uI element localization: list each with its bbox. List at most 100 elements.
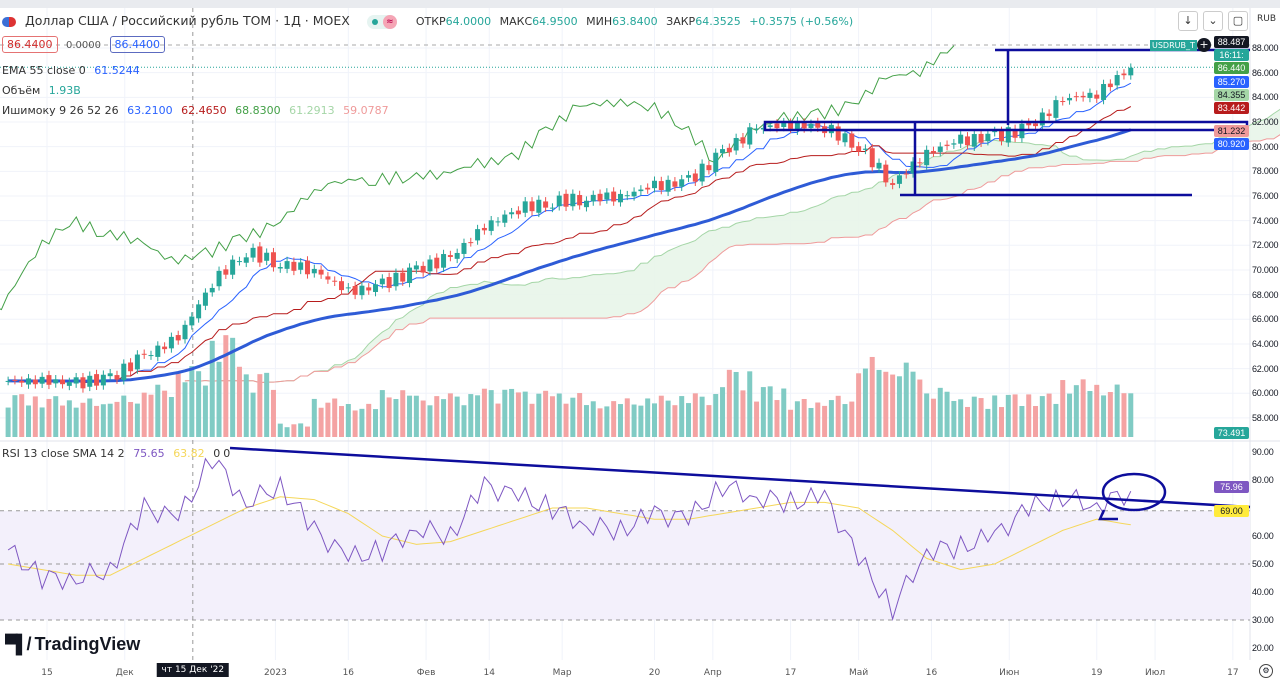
price-badge: 85.270 — [1214, 75, 1249, 88]
ichimoku-label: Ишимоку 9 26 52 26 — [2, 104, 119, 117]
currency-select[interactable]: RUB — [1257, 14, 1277, 24]
collapse-icon[interactable]: ⌄ — [1203, 11, 1223, 31]
add-plus-icon[interactable]: + — [1197, 38, 1211, 52]
volume-bar — [917, 379, 923, 437]
rsi-label: RSI 13 close SMA 14 2 — [2, 447, 125, 460]
candle — [733, 133, 739, 155]
candle-body — [536, 199, 542, 213]
candle-body — [32, 379, 38, 385]
candle — [447, 250, 453, 262]
candle-body — [543, 201, 549, 208]
ichimoku-span-a-line — [184, 108, 1280, 384]
candle-body — [454, 252, 460, 259]
candle-body — [903, 173, 909, 175]
candle-body — [134, 354, 140, 370]
close-value: 64.3525 — [695, 15, 741, 28]
candle-body — [570, 193, 576, 207]
volume-bar — [366, 403, 372, 437]
volume-bar — [720, 387, 726, 437]
candle-body — [461, 242, 467, 254]
volume-bar — [60, 405, 66, 437]
volume-bar — [964, 406, 970, 437]
candle-body — [284, 261, 290, 269]
candle — [270, 247, 276, 272]
candle — [80, 372, 86, 393]
volume-bar — [148, 394, 154, 437]
candle — [400, 268, 406, 286]
candle-body — [298, 262, 304, 270]
candle — [794, 116, 800, 135]
buy-button[interactable]: 86.4400 — [109, 36, 165, 53]
volume-bar — [937, 387, 943, 437]
candle-body — [652, 180, 657, 189]
volume-bar — [767, 386, 773, 437]
candle-body — [917, 162, 923, 164]
volume-bar — [645, 398, 651, 437]
ichimoku-legend[interactable]: Ишимоку 9 26 52 26 63.2100 62.4650 68.83… — [2, 104, 394, 117]
volume-value: 1.93B — [48, 84, 81, 97]
candle — [182, 320, 188, 344]
candle-body — [794, 121, 800, 131]
market-status-icon[interactable]: ≈ — [366, 14, 397, 29]
candle-body — [114, 375, 120, 380]
candle — [46, 370, 52, 390]
settings-gear-icon[interactable]: ⚙ — [1259, 664, 1273, 678]
volume-bar — [896, 376, 902, 437]
symbol-tag: USDRUB_T — [1150, 40, 1197, 51]
volume-bar — [822, 405, 828, 437]
candle-body — [597, 193, 603, 202]
candle — [386, 272, 392, 293]
time-tick: 17 — [784, 668, 797, 678]
volume-bar — [556, 393, 562, 437]
candle-body — [686, 175, 692, 178]
volume-bar — [958, 399, 964, 437]
candle — [461, 238, 467, 259]
sell-button[interactable]: 86.4400 — [2, 36, 58, 53]
volume-bar — [352, 410, 358, 437]
arrow-down-icon[interactable]: ↓ — [1178, 11, 1198, 31]
volume-bar — [318, 407, 324, 437]
candle-body — [747, 127, 753, 145]
candle-body — [604, 192, 610, 200]
candle — [434, 253, 440, 273]
candle-body — [1128, 67, 1134, 76]
tradingview-logo: ▀▌/ TradingView — [5, 634, 141, 654]
candle — [849, 129, 855, 152]
low-label: МИН — [586, 15, 613, 28]
candle — [32, 375, 38, 389]
fullscreen-icon[interactable]: ▢ — [1228, 11, 1248, 31]
volume-bar — [182, 382, 188, 437]
candle — [856, 141, 862, 156]
candle-body — [250, 247, 256, 258]
candle-body — [19, 380, 25, 383]
volume-bar — [298, 423, 304, 437]
candle-body — [447, 255, 453, 257]
candle-body — [39, 376, 45, 384]
candle-body — [1033, 123, 1039, 127]
volume-legend[interactable]: Объём 1.93B — [2, 84, 86, 97]
drawing-rsi-trendline — [229, 446, 1251, 509]
candle — [509, 207, 515, 219]
candle-body — [1060, 101, 1066, 103]
volume-bar — [883, 371, 889, 437]
volume-bar — [162, 390, 168, 437]
candle — [890, 178, 896, 190]
candle-body — [692, 173, 698, 182]
ema-legend[interactable]: EMA 55 close 0 61.5244 — [2, 64, 145, 77]
candle — [883, 160, 889, 187]
volume-bar — [583, 405, 589, 437]
top-bar — [0, 0, 1280, 8]
volume-bar — [665, 400, 671, 437]
candle — [672, 177, 678, 192]
candle — [454, 248, 460, 264]
rsi-extra-value: 0 — [223, 447, 231, 460]
symbol-legend[interactable]: Доллар США / Российский рубль TOM · 1Д ·… — [2, 13, 863, 29]
candle-body — [815, 122, 821, 128]
volume-bar — [1026, 394, 1032, 437]
price-tick: 60.000 — [1252, 388, 1279, 399]
rsi-value: 75.65 — [133, 447, 165, 460]
price-tick: 70.000 — [1252, 264, 1279, 275]
volume-bar — [196, 371, 202, 437]
